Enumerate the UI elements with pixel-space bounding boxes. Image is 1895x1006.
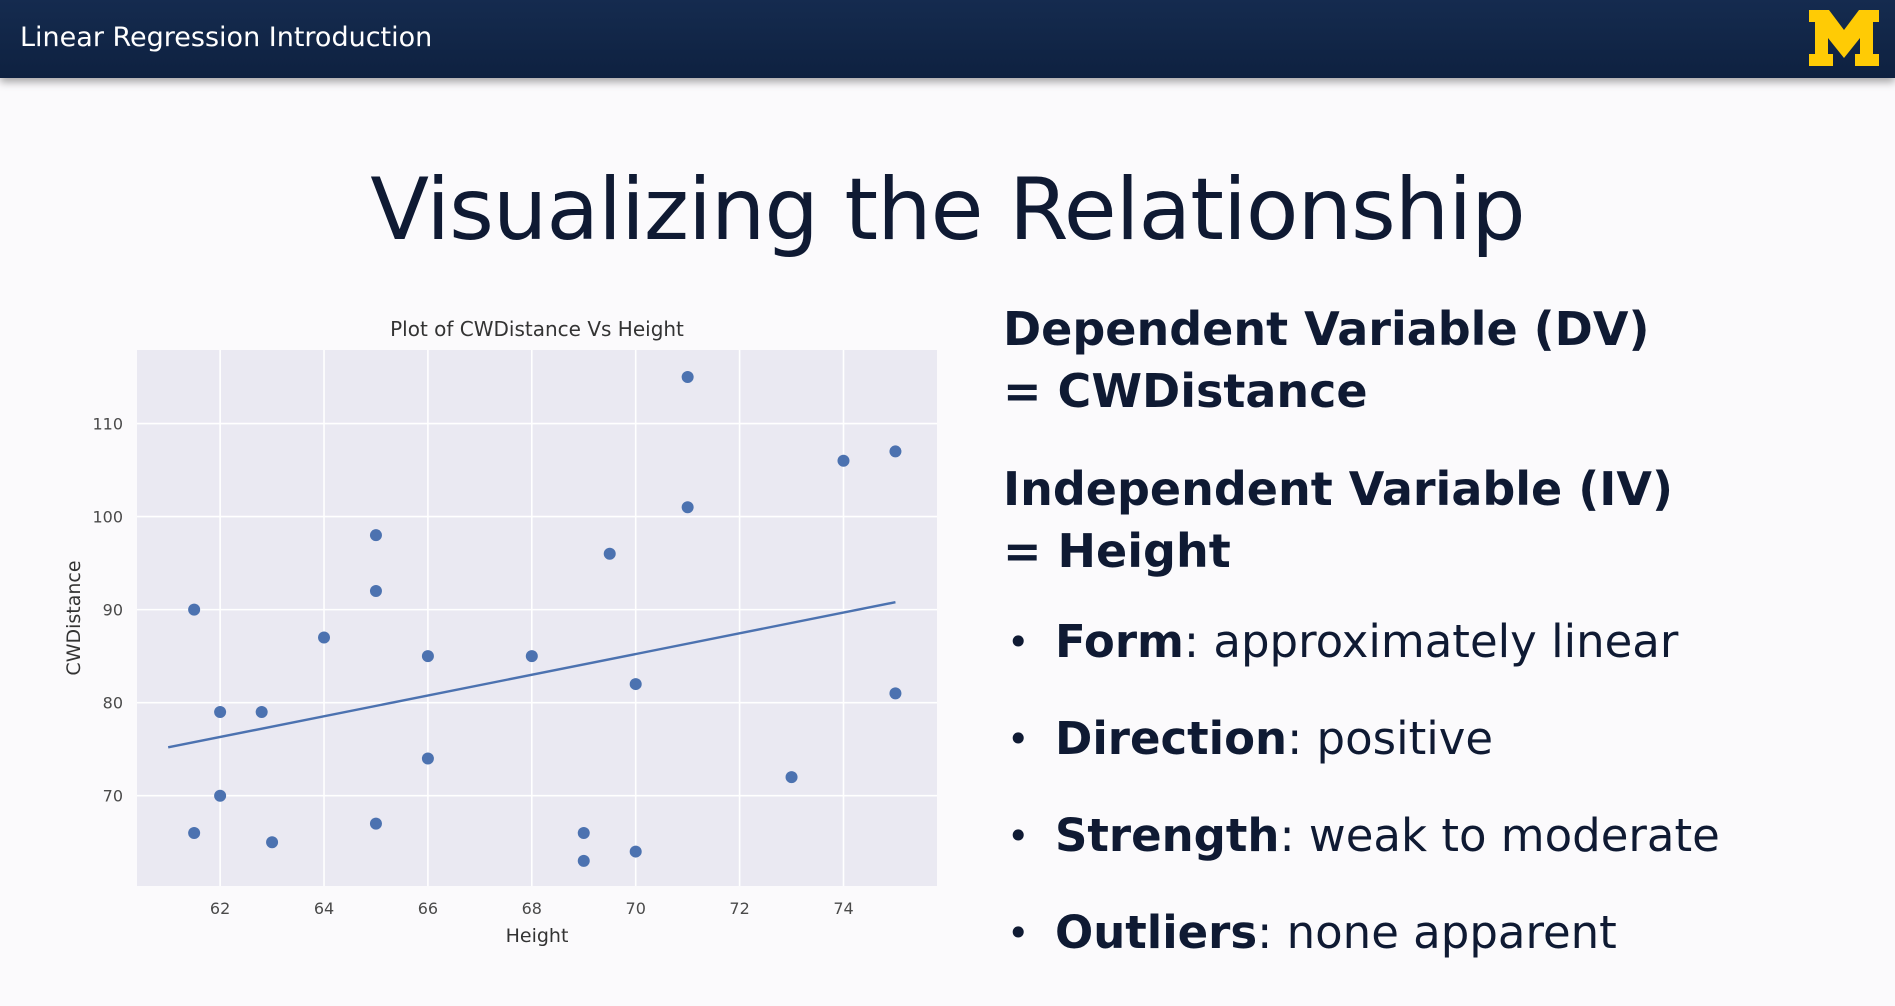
data-point <box>603 547 616 560</box>
data-point <box>889 687 902 700</box>
regression-line <box>167 601 896 749</box>
data-point <box>421 650 434 663</box>
bullet-text: : approximately linear <box>1183 615 1679 668</box>
data-point <box>577 826 590 839</box>
bullet-dot-icon: • <box>1007 911 1030 955</box>
bullet-text: : positive <box>1287 712 1494 765</box>
data-point <box>525 650 538 663</box>
slide-title: Visualizing the Relationship <box>370 160 1526 260</box>
logo-m-shape <box>1809 10 1879 66</box>
iv-heading: Independent Variable (IV) <box>1003 462 1674 516</box>
data-point <box>214 705 227 718</box>
bullet-term: Direction <box>1055 712 1288 765</box>
bullet-outliers: • Outliers: none apparent <box>1003 909 1883 957</box>
data-point <box>214 789 227 802</box>
dependent-variable-block: Dependent Variable (DV) = CWDistance <box>1003 298 1883 422</box>
y-tick-label: 110 <box>92 415 123 434</box>
data-point <box>889 445 902 458</box>
data-point <box>837 454 850 467</box>
x-tick-label: 64 <box>314 899 334 918</box>
x-tick-label: 62 <box>210 899 230 918</box>
x-tick-label: 74 <box>833 899 853 918</box>
bullet-strength: • Strength: weak to moderate <box>1003 812 1883 860</box>
y-tick-label: 90 <box>103 601 123 620</box>
x-axis-label: Height <box>506 925 569 947</box>
data-point <box>188 826 201 839</box>
right-panel: Dependent Variable (DV) = CWDistance Ind… <box>1003 298 1883 1006</box>
data-point <box>577 854 590 867</box>
plot-background <box>137 350 937 886</box>
data-point <box>369 817 382 830</box>
bullet-text: : none apparent <box>1257 906 1617 959</box>
independent-variable-block: Independent Variable (IV) = Height <box>1003 458 1883 582</box>
bullet-form: • Form: approximately linear <box>1003 618 1883 666</box>
data-point <box>629 845 642 858</box>
bullet-dot-icon: • <box>1007 717 1030 761</box>
data-point <box>681 370 694 383</box>
university-logo-icon <box>1809 10 1879 66</box>
data-point <box>318 631 331 644</box>
dv-heading: Dependent Variable (DV) <box>1003 302 1650 356</box>
bullet-term: Form <box>1055 615 1184 668</box>
header-title: Linear Regression Introduction <box>20 22 433 53</box>
data-point <box>681 501 694 514</box>
x-tick-label: 68 <box>522 899 542 918</box>
bullet-direction: • Direction: positive <box>1003 715 1883 763</box>
x-tick-label: 66 <box>418 899 438 918</box>
data-point <box>629 678 642 691</box>
data-point <box>188 603 201 616</box>
x-tick-label: 72 <box>729 899 749 918</box>
data-point <box>266 836 279 849</box>
bullet-term: Outliers <box>1055 906 1258 959</box>
header-bar: Linear Regression Introduction <box>0 0 1895 78</box>
dv-value: = CWDistance <box>1003 364 1368 418</box>
data-point <box>369 529 382 542</box>
bullet-term: Strength <box>1055 809 1280 862</box>
y-axis-label: CWDistance <box>63 560 85 675</box>
y-tick-label: 70 <box>103 787 123 806</box>
y-tick-label: 100 <box>92 508 123 527</box>
bullet-list: • Form: approximately linear • Direction: … <box>1003 618 1883 957</box>
data-point <box>785 771 798 784</box>
bullet-text: : weak to moderate <box>1279 809 1720 862</box>
data-point <box>255 705 268 718</box>
scatter-chart: 62 64 66 68 70 72 74 70 80 90 100 110 Plot of CWDist… <box>0 300 960 960</box>
bullet-dot-icon: • <box>1007 620 1030 664</box>
chart-svg: 62 64 66 68 70 72 74 70 80 90 100 110 Plot of CWDist… <box>63 317 937 947</box>
bullet-dot-icon: • <box>1007 814 1030 858</box>
y-tick-label: 80 <box>103 694 123 713</box>
iv-value: = Height <box>1003 524 1231 578</box>
chart-title: Plot of CWDistance Vs Height <box>390 317 684 341</box>
data-point <box>369 585 382 598</box>
x-tick-label: 70 <box>626 899 646 918</box>
data-point <box>421 752 434 765</box>
